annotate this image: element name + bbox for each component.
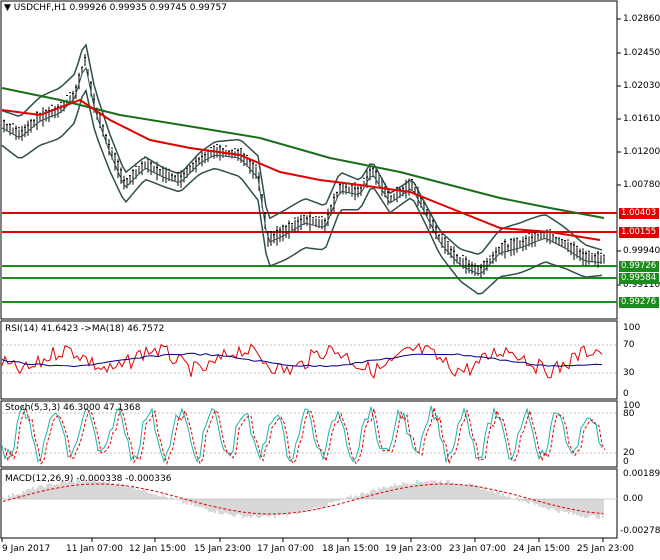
time-label: 9 Jan 2017 xyxy=(2,544,51,554)
time-label: 23 Jan 07:00 xyxy=(449,544,506,554)
rsi-ma-line xyxy=(1,352,603,368)
rsi-level: 100 xyxy=(623,323,641,333)
rsi-panel xyxy=(0,320,618,400)
price-axis-ticks xyxy=(617,18,621,286)
price-label: 1.02030 xyxy=(623,81,660,91)
stoch-level: 80 xyxy=(623,409,635,419)
stoch-level: 0 xyxy=(623,457,629,467)
macd-signal-line xyxy=(2,483,604,515)
price-candles xyxy=(3,53,605,278)
price-label: 1.01610 xyxy=(623,114,660,124)
stoch-panel xyxy=(0,400,618,468)
symbol-label: USDCHF,H1 xyxy=(13,3,67,13)
time-label: 25 Jan 23:00 xyxy=(577,544,634,554)
moving-average-long xyxy=(1,87,605,219)
price-tag-green: 0.99584 xyxy=(619,273,659,284)
stoch-signal-line xyxy=(4,405,606,466)
price-label: 1.02450 xyxy=(623,48,660,58)
time-label: 19 Jan 23:00 xyxy=(385,544,442,554)
rsi-level: 30 xyxy=(623,368,635,378)
stoch-level: 100 xyxy=(623,401,641,411)
rsi-title: RSI(14) 41.6423 ->MA(18) 46.7572 xyxy=(5,324,165,334)
rsi-level: 0 xyxy=(623,389,629,399)
stoch-title: Stoch(5,3,3) 46.3000 47.1368 xyxy=(5,403,141,413)
price-tag-green: 0.99276 xyxy=(619,297,659,308)
time-label: 17 Jan 07:00 xyxy=(257,544,314,554)
price-tag-green: 0.99726 xyxy=(619,261,659,272)
main-price-panel xyxy=(0,0,618,320)
stoch-level: 20 xyxy=(623,448,635,458)
price-label: 1.02860 xyxy=(623,14,660,24)
time-label: 15 Jan 23:00 xyxy=(194,544,251,554)
price-label: 0.99940 xyxy=(623,246,660,256)
chart-header: ▼ USDCHF,H1 0.99926 0.99935 0.99745 0.99… xyxy=(4,3,227,13)
time-label: 18 Jan 15:00 xyxy=(322,544,379,554)
price-tag-red: 1.00403 xyxy=(619,208,659,219)
time-label: 12 Jan 15:00 xyxy=(129,544,186,554)
bollinger-bands xyxy=(1,43,603,295)
macd-histogram xyxy=(2,479,604,519)
ohlc-values: 0.99926 0.99935 0.99745 0.99757 xyxy=(69,3,227,13)
stoch-main-line xyxy=(1,403,603,464)
collapse-arrow-icon[interactable]: ▼ xyxy=(4,3,11,13)
macd-title: MACD(12,26,9) -0.000338 -0.000336 xyxy=(5,474,172,484)
price-label: 1.01200 xyxy=(623,147,660,157)
macd-panel xyxy=(0,468,618,539)
time-label: 11 Jan 07:00 xyxy=(66,544,123,554)
bollinger-line xyxy=(1,66,603,275)
bollinger-line xyxy=(1,88,603,295)
macd-level: 0.001891 xyxy=(623,469,660,479)
time-axis-ticks xyxy=(1,538,604,542)
price-tag-red: 1.00155 xyxy=(619,227,659,238)
rsi-line xyxy=(1,342,603,379)
time-label: 24 Jan 15:00 xyxy=(513,544,570,554)
macd-level: 0.00 xyxy=(623,494,644,504)
price-label: 0.99110 xyxy=(623,280,660,290)
price-label: 1.00780 xyxy=(623,180,660,190)
rsi-level: 70 xyxy=(623,340,635,350)
moving-average-short xyxy=(1,98,601,241)
